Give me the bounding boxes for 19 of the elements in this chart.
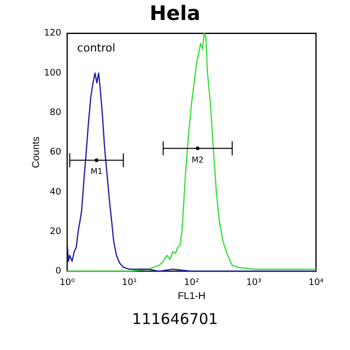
y-tick-label: 0: [55, 266, 62, 277]
y-tick-label: 80: [50, 108, 62, 118]
y-tick-label: 120: [44, 28, 62, 39]
x-tick-label: 10²: [184, 278, 200, 288]
x-axis-title: FL1-H: [178, 290, 206, 302]
y-tick-label: 100: [44, 68, 62, 78]
annotation: control: [77, 41, 116, 54]
chart-title: Hela: [148, 0, 202, 26]
y-tick-label: 20: [50, 226, 62, 237]
x-tick-label: 10⁴: [308, 278, 324, 288]
x-tick-label: 10¹: [122, 278, 138, 288]
y-axis-title: Counts: [30, 136, 42, 168]
annotation: M2: [192, 155, 204, 164]
x-tick-label: 10³: [246, 278, 262, 288]
text: 111646701: [131, 310, 219, 328]
annotation: M1: [90, 167, 103, 176]
y-tick-label: 40: [50, 187, 62, 198]
y-tick-label: 60: [50, 148, 62, 158]
x-tick-label: 10⁰: [60, 278, 76, 288]
